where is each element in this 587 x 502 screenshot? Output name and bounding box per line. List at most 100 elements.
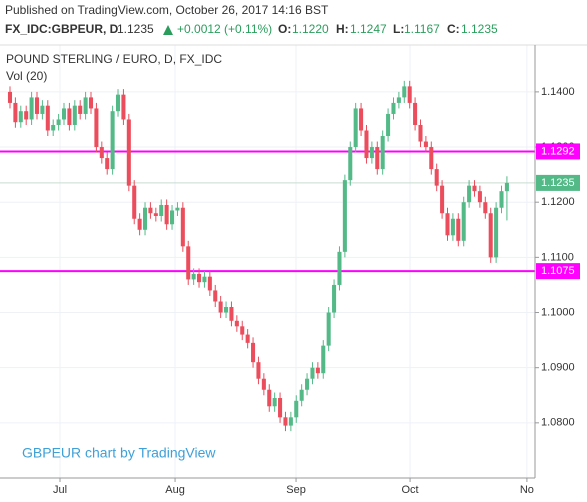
- level-box: [536, 143, 580, 160]
- candle-body: [267, 389, 272, 407]
- candle-body: [229, 307, 234, 321]
- up-arrow: [163, 25, 173, 35]
- candle-body: [67, 108, 72, 125]
- candle-body: [45, 105, 50, 131]
- x-tick-label: Sep: [286, 484, 306, 496]
- candle-body: [450, 218, 455, 236]
- candle-body: [477, 191, 482, 203]
- candle-body: [332, 284, 337, 313]
- candle-body: [326, 312, 331, 346]
- candle-body: [207, 276, 212, 291]
- candle-body: [315, 367, 320, 374]
- candle-body: [240, 326, 245, 335]
- candle-body: [278, 398, 283, 418]
- candle-body: [175, 207, 180, 211]
- candle-body: [18, 111, 23, 123]
- candle-body: [472, 185, 477, 192]
- candle-body: [488, 213, 493, 258]
- candle-body: [164, 204, 169, 225]
- candle-body: [115, 94, 121, 112]
- candle-body: [218, 301, 223, 313]
- candle-body: [375, 147, 380, 170]
- candle-body: [413, 102, 418, 125]
- candle-body: [483, 202, 488, 214]
- candle-body: [83, 97, 88, 114]
- candle-body: [251, 342, 256, 363]
- candle-body: [191, 273, 196, 280]
- y-tick-label: 1.1100: [541, 251, 574, 263]
- candle-body: [170, 210, 175, 225]
- candle-body: [13, 102, 18, 123]
- watermark: GBPEUR chart by TradingView: [22, 445, 216, 461]
- candle-body: [499, 191, 504, 208]
- change: +0.0012 (+0.11%): [177, 22, 272, 36]
- candle-body: [213, 290, 218, 302]
- candle-body: [105, 158, 110, 170]
- candle-body: [99, 147, 104, 159]
- candle-body: [294, 400, 299, 418]
- symbol: FX_IDC:GBPEUR, D: [5, 22, 119, 36]
- candle-body: [391, 102, 396, 114]
- candle-body: [445, 213, 450, 236]
- candle-body: [434, 169, 439, 186]
- candle-body: [456, 218, 461, 241]
- candle-body: [234, 320, 239, 327]
- x-tick-label: Oct: [402, 484, 419, 496]
- candle-body: [186, 246, 191, 280]
- candle-body: [337, 251, 342, 285]
- candle-body: [342, 180, 347, 252]
- close-label: C:: [447, 22, 460, 36]
- candle-body: [159, 204, 164, 216]
- candle-body: [272, 398, 277, 407]
- candle-body: [51, 124, 56, 131]
- candle-body: [34, 97, 40, 114]
- candle-body: [407, 86, 412, 103]
- candle-body: [7, 91, 13, 103]
- candle-body: [61, 108, 67, 120]
- low-value: 1.1167: [404, 22, 440, 36]
- candle-body: [299, 389, 304, 401]
- candle-body: [283, 417, 288, 426]
- y-tick-label: 1.1400: [541, 86, 575, 98]
- open-value: 1.1220: [292, 22, 329, 36]
- open-label: O:: [278, 22, 291, 36]
- plot-area: [0, 45, 535, 478]
- candle-body: [504, 182, 509, 192]
- candle-body: [142, 207, 148, 230]
- candle-body: [461, 202, 466, 241]
- candle-body: [440, 185, 445, 214]
- candle-body: [197, 273, 202, 283]
- y-tick-label: 1.0900: [541, 362, 575, 374]
- candle-body: [386, 113, 391, 137]
- indicator-label: Vol (20): [6, 69, 47, 83]
- candle-body: [88, 97, 94, 109]
- candle-body: [348, 147, 353, 181]
- y-tick-label: 1.0800: [541, 417, 575, 429]
- candle-body: [467, 185, 472, 203]
- candle-body: [78, 105, 83, 114]
- candle-body: [423, 141, 428, 148]
- candle-body: [402, 86, 407, 98]
- candle-body: [369, 147, 374, 159]
- close-value: 1.1235: [461, 22, 498, 36]
- candle-body: [40, 105, 45, 114]
- y-tick-label: 1.1200: [541, 196, 575, 208]
- low-label: L:: [393, 22, 404, 36]
- high-value: 1.1247: [350, 22, 387, 36]
- candle-body: [24, 111, 29, 120]
- candle-body: [364, 130, 369, 159]
- level-label: 1.1075: [541, 265, 575, 277]
- last-price: 1.1235: [117, 22, 154, 36]
- level-label: 1.1235: [541, 177, 575, 189]
- level-label: 1.1292: [541, 145, 575, 157]
- candle-body: [94, 108, 99, 148]
- candle-body: [148, 207, 153, 214]
- candle-body: [202, 276, 207, 283]
- candle-body: [180, 207, 185, 247]
- candle-body: [288, 417, 293, 426]
- candle-body: [110, 111, 115, 170]
- y-tick-label: 1.1000: [541, 306, 575, 318]
- candle-body: [380, 136, 385, 170]
